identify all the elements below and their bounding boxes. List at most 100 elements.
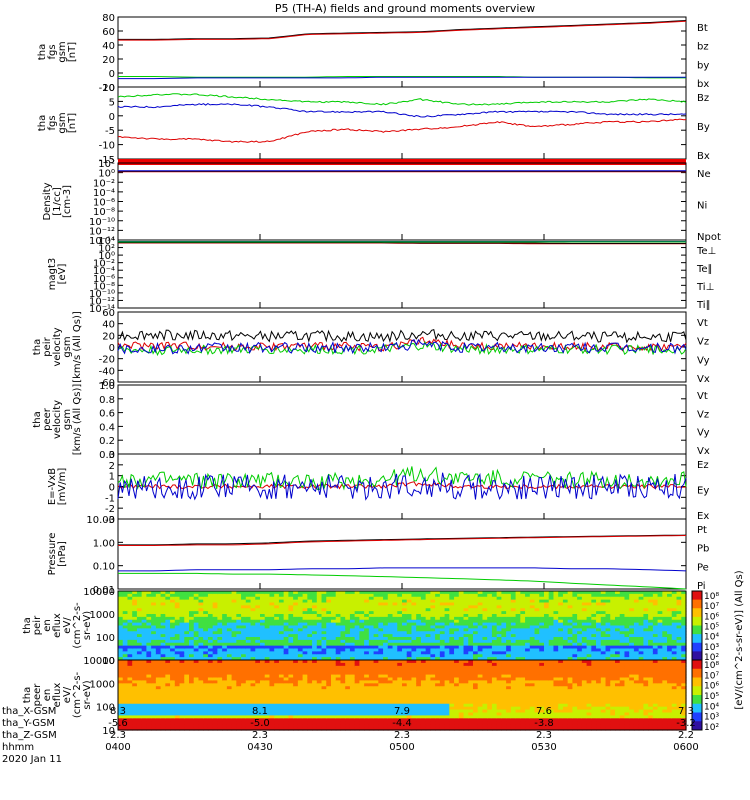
colorbar-segment <box>692 712 702 722</box>
y-tick-label: 10² <box>98 244 115 255</box>
y-tick-label: 10.00 <box>86 515 115 526</box>
y-tick-label: 1 <box>109 472 115 483</box>
y-axis-label: tha <box>32 339 43 355</box>
panel-pressure: 10.00 1.00 0.10 0.01 Pressure [nPa] Pt Pb Pe Pi <box>47 515 709 596</box>
bottom-row-value: 2.3 <box>252 730 268 741</box>
y-tick-label: 10² <box>98 159 115 170</box>
y-axis-label: tha <box>32 411 43 427</box>
y-axis-label: peir <box>42 336 53 356</box>
y-tick-label: 10 <box>102 83 115 94</box>
y-axis-label: eflux <box>52 683 63 708</box>
y-tick-label: 10⁻¹² <box>89 226 115 237</box>
y-axis-label: tha <box>37 44 48 60</box>
y-tick-label: 10⁻⁸ <box>93 281 115 292</box>
colorbar-segment <box>692 668 702 678</box>
series-line-Ex <box>117 472 687 501</box>
legend-entry: Vy <box>697 355 710 366</box>
y-tick-label: 100 <box>96 703 115 714</box>
y-axis-label: en <box>42 689 53 702</box>
y-tick-label: 1.00 <box>93 538 115 549</box>
y-axis-label: Pressure <box>47 533 58 576</box>
y-axis-label: gsm <box>57 41 68 62</box>
y-axis-label: gsm <box>62 336 73 357</box>
series-line-bx <box>118 76 686 80</box>
y-axis-label: Density <box>42 182 53 220</box>
indicator-bar <box>118 159 686 165</box>
y-tick-label: 10⁻¹² <box>89 296 115 307</box>
legend-entry: Pe <box>697 562 709 573</box>
colorbar-segment <box>692 599 702 609</box>
bottom-row-value: 2.2 <box>678 730 694 741</box>
date-label: 2020 Jan 11 <box>2 754 62 765</box>
y-axis-label: eV/ <box>62 617 73 634</box>
bottom-row-label-1: tha_Y-GSM <box>2 718 55 729</box>
legend-entry: Te⊥ <box>696 246 716 257</box>
y-tick-label: -2 <box>105 504 115 515</box>
colorbar-segment <box>692 677 702 687</box>
y-axis-label: sr-eV) <box>82 611 93 640</box>
y-tick-label: 10⁰ <box>98 251 115 262</box>
y-axis-label: E=-VxB <box>47 468 58 505</box>
y-tick-label: 10⁻² <box>93 259 115 270</box>
legend-entry: Ne <box>697 169 711 180</box>
colorbar-tick: 10⁶ <box>704 682 719 692</box>
y-tick-label: 0.01 <box>93 585 115 596</box>
bottom-row-value: 7.6 <box>536 706 552 717</box>
colorbar-segment <box>692 625 702 635</box>
colorbar-tick: 10² <box>704 653 719 663</box>
y-tick-label: 1.0 <box>99 381 115 392</box>
legend-entry: Ez <box>697 460 709 471</box>
panel-frame <box>117 162 687 241</box>
legend-entry: Te∥ <box>696 264 713 275</box>
bottom-row-value: 8.1 <box>252 706 268 717</box>
y-tick-label: 0.8 <box>99 395 115 406</box>
series-line-bz <box>118 20 687 41</box>
series-line-Te∥ <box>118 242 686 244</box>
y-tick-label: 10000 <box>83 656 115 667</box>
y-axis-label: (cm^2-s- <box>72 671 83 718</box>
colorbar-tick: 10⁴ <box>704 702 719 712</box>
y-tick-label: 80 <box>102 13 115 24</box>
y-tick-label: -15 <box>99 155 115 166</box>
legend-entry: bz <box>697 42 709 53</box>
legend-entry: Vz <box>697 409 709 420</box>
y-tick-label: 3 <box>109 450 115 461</box>
panel-peer_vel: 1.0 0.8 0.6 0.4 0.2 0.0 tha peer velocity gsm [km/… <box>32 381 710 461</box>
colorbar-tick: 10³ <box>704 643 719 653</box>
series-line-Vx <box>117 338 687 355</box>
bottom-row-value: -3.8 <box>534 718 554 729</box>
colorbar-tick: 10⁸ <box>704 592 719 602</box>
y-axis-label: velocity <box>52 400 63 439</box>
y-tick-label: 10 <box>102 656 115 667</box>
y-axis-label: eflux <box>52 613 63 638</box>
y-axis-label: eV/ <box>62 686 73 703</box>
panel-fgs: 80 60 40 20 0 -20 tha fgs gsm [nT] Bt bz by bx <box>37 13 709 94</box>
y-axis-label: [nT] <box>67 113 78 133</box>
colorbar-segment <box>692 703 702 713</box>
y-tick-label: 10⁰ <box>98 169 115 180</box>
colorbar-tick: 10⁸ <box>704 661 719 671</box>
legend-entry: Ey <box>697 486 709 497</box>
y-axis-label: gsm <box>57 112 68 133</box>
legend-entry: Pt <box>697 525 707 536</box>
y-axis-label: peir <box>32 615 43 635</box>
y-tick-label: 0.10 <box>93 562 115 573</box>
panel-frame <box>117 239 687 309</box>
colorbar-tick: 10⁵ <box>704 692 719 702</box>
legend-entry: Vz <box>697 337 709 348</box>
bottom-row-value: -3.2 <box>676 718 696 729</box>
legend-entry: Bz <box>697 93 709 104</box>
bottom-row-value: 0500 <box>389 742 414 753</box>
y-tick-label: 40 <box>102 320 115 331</box>
y-axis-label: peer <box>32 683 43 707</box>
y-tick-label: 20 <box>102 55 115 66</box>
colorbar-segment <box>692 721 702 731</box>
series-line-Bt <box>118 20 687 40</box>
bottom-row-value: 0430 <box>247 742 272 753</box>
legend-entry: Ni <box>697 201 707 212</box>
y-axis-label: [eV] <box>57 264 68 285</box>
legend-entry: Vy <box>697 428 710 439</box>
